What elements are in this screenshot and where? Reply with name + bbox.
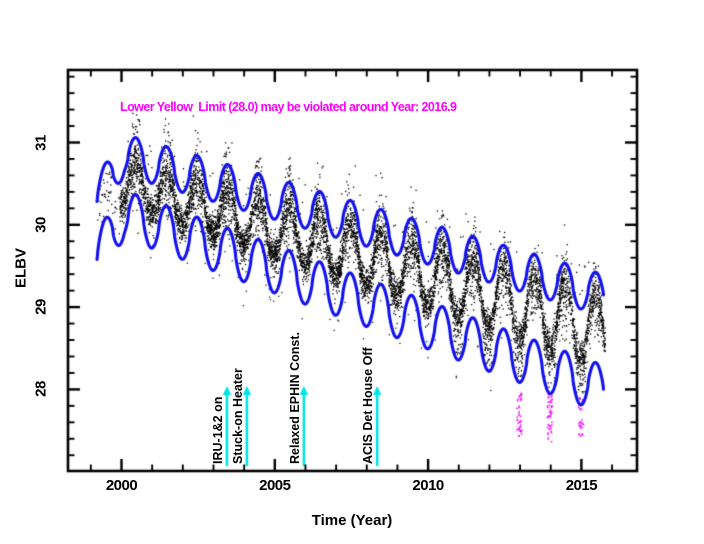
y-tick-label: 31 (32, 134, 50, 151)
event-annotation-label: Stuck-on Heater (230, 368, 245, 464)
event-annotation-label: IRU-1&2 on (210, 396, 225, 464)
y-tick-label: 29 (32, 299, 50, 315)
x-tick-label: 2005 (259, 477, 291, 494)
x-tick-label: 2010 (412, 477, 444, 494)
x-axis-label: Time (Year) (311, 512, 393, 529)
x-tick-label: 2015 (565, 477, 598, 494)
x-tick-label: 2000 (105, 477, 138, 494)
y-tick-label: 30 (32, 216, 50, 233)
event-annotation-label: Relaxed EPHIN Const. (287, 332, 302, 464)
y-tick-label: 28 (32, 381, 50, 398)
limit-warning-text: Lower Yellow Limit (28.0) may be violate… (120, 100, 457, 114)
event-annotation-label: ACIS Det House Off (361, 347, 376, 464)
y-axis-label: ELBV (12, 247, 30, 289)
